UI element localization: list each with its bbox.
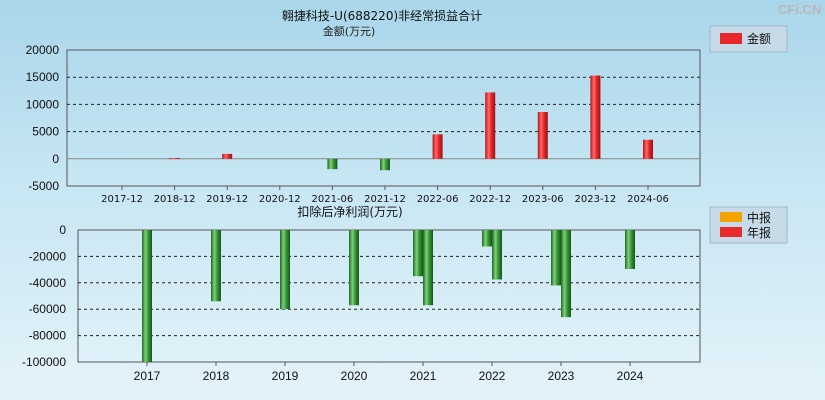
chart2-x-tick-label: 2020 <box>341 369 368 383</box>
chart1-plot-frame <box>66 49 701 187</box>
chart2-bar-annual <box>492 230 502 280</box>
chart2-y-tick-label: -60000 <box>29 302 67 316</box>
chart2-bar-interim <box>625 230 635 269</box>
chart2-bar-interim <box>482 230 492 247</box>
chart1-x-tick-label: 2024-06 <box>627 194 669 205</box>
legend-label-interim: 中报 <box>747 210 771 225</box>
chart2-x-tick-label: 2018 <box>203 369 230 383</box>
chart1-x-tick-label: 2019-12 <box>206 194 248 205</box>
chart1-bar <box>169 157 180 159</box>
chart2-legend: 中报 年报 <box>709 206 788 244</box>
chart2-x-tick-label: 2021 <box>410 369 437 383</box>
chart2-title: 扣除后净利润(万元) <box>297 204 402 219</box>
chart2-x-tick-label: 2019 <box>272 369 299 383</box>
chart1-bar <box>537 112 548 159</box>
chart1-bar <box>380 158 390 171</box>
chart1-x-tick-label: 2018-12 <box>154 194 196 205</box>
chart2-y-tick-label: -20000 <box>29 249 67 263</box>
chart1-bar <box>485 92 496 159</box>
chart1-x-tick-label: 2021-06 <box>312 194 354 205</box>
chart1-x-tick-label: 2023-06 <box>522 194 564 205</box>
chart2-x-tick-label: 2023 <box>548 369 575 383</box>
chart2-bar-interim <box>413 230 423 277</box>
chart1-legend: 金额 <box>709 25 788 53</box>
chart2-bar-annual <box>211 230 221 302</box>
chart1-subtitle: 金额(万元) <box>323 24 376 38</box>
chart1-title: 翱捷科技-U(688220)非经常损益合计 <box>282 8 482 23</box>
chart1-y-tick-label: 15000 <box>26 70 60 84</box>
chart1-y-tick-label: 10000 <box>26 97 60 111</box>
chart1-bar <box>590 75 601 159</box>
chart1-bar <box>432 134 443 159</box>
chart1-bar <box>327 158 338 170</box>
chart2-y-tick-label: -40000 <box>29 276 67 290</box>
legend-swatch-annual <box>720 227 742 237</box>
chart1-x-tick-label: 2017-12 <box>101 194 143 205</box>
chart2-y-tick-label: -100000 <box>22 355 66 369</box>
chart2-bar-annual <box>423 230 433 306</box>
chart1-x-tick-label: 2022-06 <box>417 194 459 205</box>
legend-label-amount: 金额 <box>747 31 771 46</box>
chart1-x-tick-label: 2021-12 <box>364 194 406 205</box>
chart2-y-tick-label: 0 <box>59 223 66 237</box>
chart2-bar-interim <box>551 230 561 286</box>
chart2-bar-annual <box>349 230 359 306</box>
chart2-x-tick-label: 2022 <box>479 369 506 383</box>
chart1-y-tick-label: -5000 <box>28 179 59 193</box>
chart1-bar <box>222 153 233 159</box>
chart1-bar <box>643 139 653 159</box>
chart2-plot-frame <box>77 229 701 363</box>
legend-swatch-interim <box>720 212 742 222</box>
chart2-bar-annual <box>280 230 290 310</box>
chart2-y-tick-label: -80000 <box>29 329 67 343</box>
chart2-bar-annual <box>142 230 152 362</box>
chart2-bar-annual <box>561 230 571 318</box>
legend-label-annual: 年报 <box>747 225 771 240</box>
legend-swatch-amount <box>720 33 742 44</box>
chart1-y-tick-label: 5000 <box>32 125 59 139</box>
chart2-x-tick-label: 2024 <box>617 369 644 383</box>
chart1-x-tick-label: 2020-12 <box>259 194 301 205</box>
chart1-y-tick-label: 0 <box>52 152 59 166</box>
watermark: CFi.CN <box>778 2 821 17</box>
chart1-x-tick-label: 2022-12 <box>469 194 511 205</box>
chart1-y-tick-label: 20000 <box>26 43 60 57</box>
chart1-x-tick-label: 2023-12 <box>575 194 617 205</box>
chart2-x-tick-label: 2017 <box>134 369 161 383</box>
